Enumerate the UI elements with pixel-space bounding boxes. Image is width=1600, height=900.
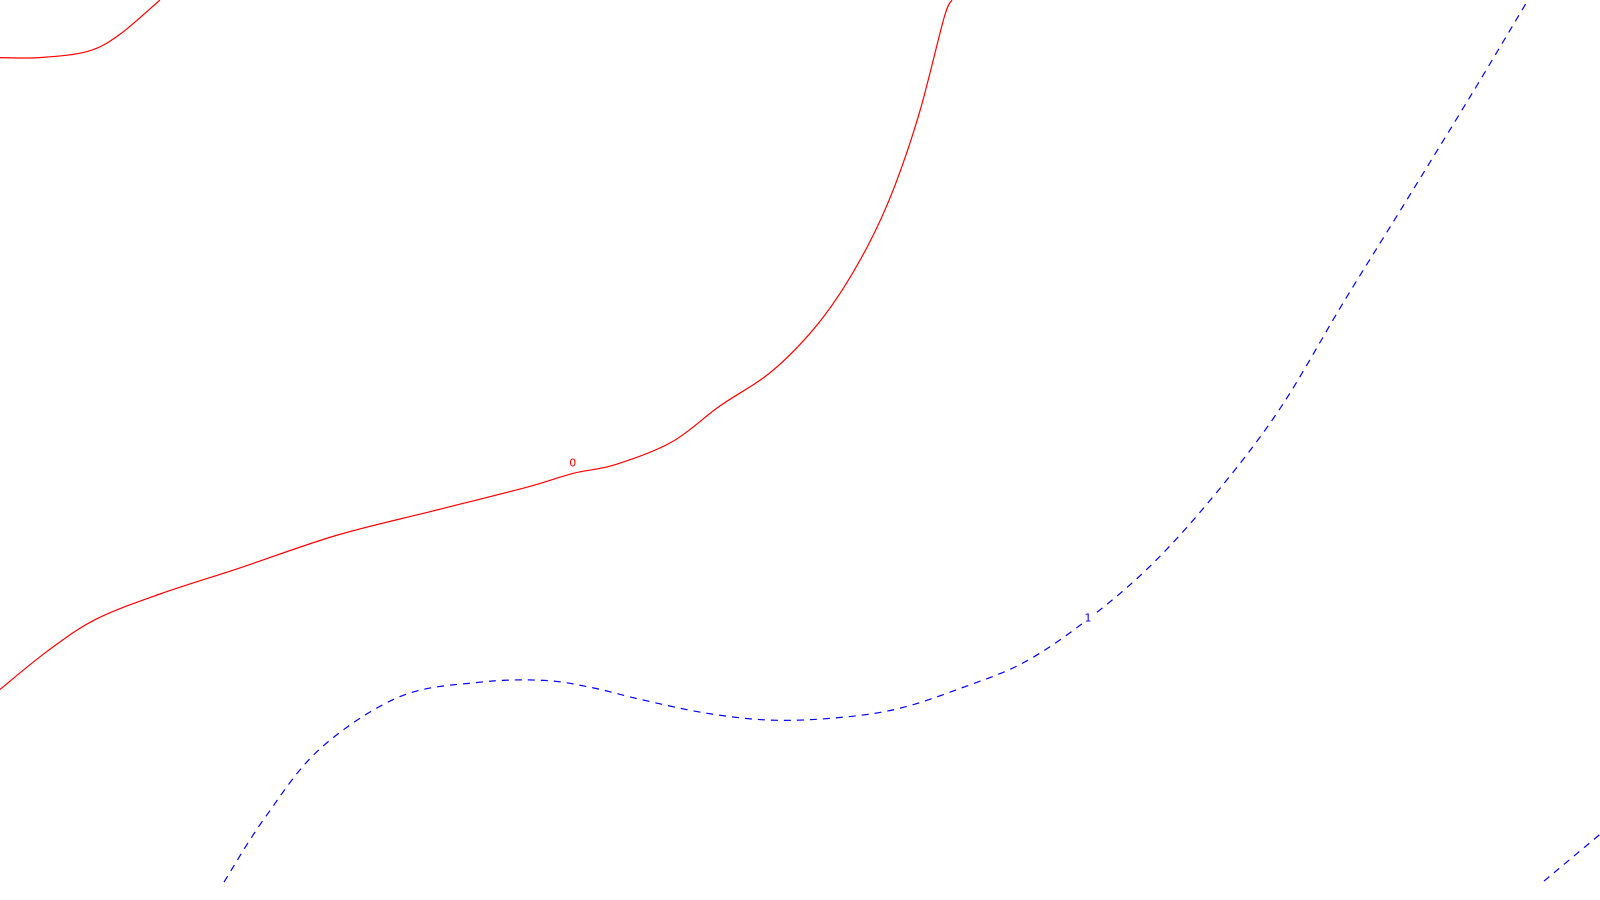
contour-line-level-0-segment-1 <box>0 0 161 59</box>
contour-line-level-1-segment-1 <box>223 0 1529 883</box>
contour-line-level-0-segment-2 <box>0 0 953 690</box>
contour-label-background <box>1082 609 1094 624</box>
contour-label-background <box>566 454 579 469</box>
contour-labels: 01 <box>566 454 1094 624</box>
contour-label-0: 0 <box>569 457 576 470</box>
contour-label-1: 1 <box>1085 611 1092 624</box>
contour-line-level-1-segment-2 <box>1543 833 1600 882</box>
